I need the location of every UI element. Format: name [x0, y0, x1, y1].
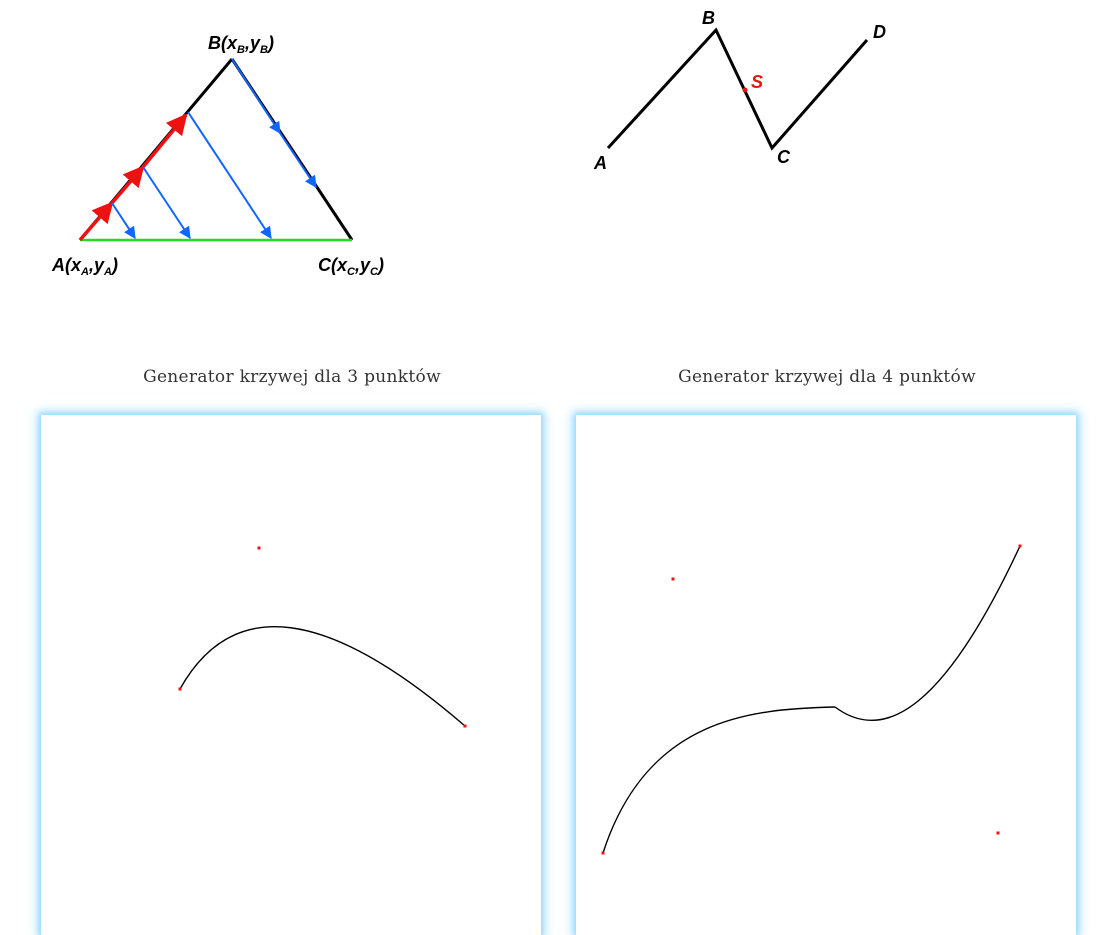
generator-4-canvas[interactable]	[576, 415, 1076, 935]
red-arrow-1	[78, 201, 114, 242]
blue-arrow-down-1	[111, 202, 136, 240]
control-point-2[interactable]	[671, 577, 675, 581]
point-c-label: C(xC,yC)	[318, 255, 384, 278]
control-point-1[interactable]	[178, 687, 182, 691]
zigzag-figure: A B C D S	[580, 0, 900, 190]
control-point-2[interactable]	[257, 546, 261, 550]
point-s-marker	[742, 87, 748, 93]
curve-3	[179, 625, 466, 727]
zigzag-label-s: S	[751, 72, 763, 92]
zigzag-label-d: D	[873, 22, 886, 42]
control-point-4[interactable]	[1018, 544, 1022, 548]
control-point-3[interactable]	[463, 724, 467, 728]
zigzag-label-a: A	[593, 153, 607, 173]
red-arrow-2	[110, 165, 145, 205]
point-b-label: B(xB,yB)	[208, 33, 274, 56]
zigzag-line	[606, 27, 869, 151]
generator-4-caption: Generator krzywej dla 4 punktów	[678, 367, 976, 387]
zigzag-label-b: B	[702, 8, 715, 28]
curve-4-segment-1	[602, 706, 836, 854]
control-point-3[interactable]	[996, 831, 1000, 835]
control-point-1[interactable]	[601, 851, 605, 855]
red-arrow-3	[141, 113, 188, 169]
curve-4-segment-2	[834, 545, 1021, 722]
blue-arrow-bc-1	[231, 58, 281, 135]
blue-arrow-down-2	[142, 166, 191, 240]
blue-arrow-down-3	[187, 111, 272, 240]
generator-3-canvas[interactable]	[41, 415, 541, 935]
generator-3-caption: Generator krzywej dla 3 punktów	[143, 367, 441, 387]
triangle-figure: B(xB,yB) A(xA,yA) C(xC,yC)	[40, 25, 400, 285]
point-a-label: A(xA,yA)	[51, 255, 118, 278]
zigzag-label-c: C	[777, 147, 791, 167]
blue-arrow-bc-2	[279, 132, 317, 188]
